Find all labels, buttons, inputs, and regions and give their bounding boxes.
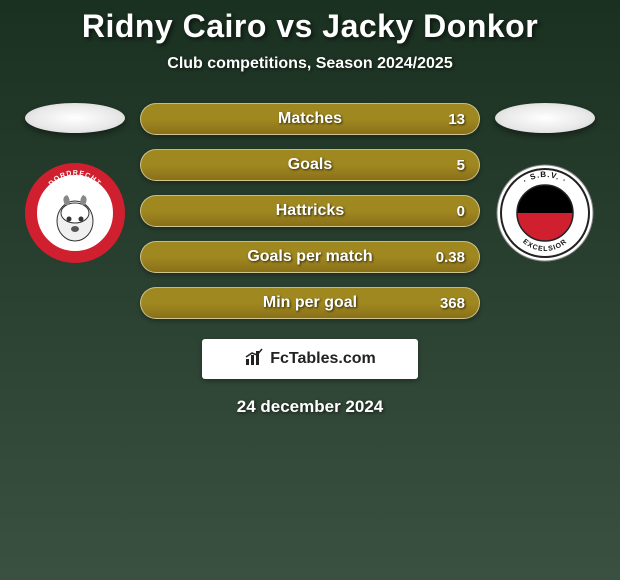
stat-label: Goals per match bbox=[247, 248, 372, 266]
stat-value: 0.38 bbox=[436, 249, 465, 266]
stat-label: Goals bbox=[288, 156, 332, 174]
stat-label: Min per goal bbox=[263, 294, 357, 312]
attribution-text: FcTables.com bbox=[270, 350, 376, 368]
attribution-badge: FcTables.com bbox=[202, 339, 418, 379]
comparison-content: DORDRECHT FC Matches 13 bbox=[0, 103, 620, 319]
stat-value: 368 bbox=[440, 295, 465, 312]
stat-bar-goals: Goals 5 bbox=[140, 149, 480, 181]
stat-label: Matches bbox=[278, 110, 342, 128]
right-side: · S.B.V. · EXCELSIOR bbox=[490, 103, 600, 263]
stat-bar-mpg: Min per goal 368 bbox=[140, 287, 480, 319]
stat-label: Hattricks bbox=[276, 202, 344, 220]
date-text: 24 december 2024 bbox=[0, 397, 620, 417]
page-title: Ridny Cairo vs Jacky Donkor bbox=[0, 8, 620, 45]
left-ellipse bbox=[25, 103, 125, 133]
stat-bar-gpm: Goals per match 0.38 bbox=[140, 241, 480, 273]
left-side: DORDRECHT FC bbox=[20, 103, 130, 263]
svg-text:FC: FC bbox=[71, 179, 80, 185]
stat-value: 0 bbox=[457, 203, 465, 220]
stat-bar-hattricks: Hattricks 0 bbox=[140, 195, 480, 227]
chart-icon bbox=[244, 347, 264, 372]
stat-bar-matches: Matches 13 bbox=[140, 103, 480, 135]
stat-bars: Matches 13 Goals 5 Hattricks 0 Goals per… bbox=[140, 103, 480, 319]
stat-value: 13 bbox=[448, 111, 465, 128]
stat-value: 5 bbox=[457, 157, 465, 174]
left-team-badge: DORDRECHT FC bbox=[25, 163, 125, 263]
subtitle: Club competitions, Season 2024/2025 bbox=[0, 55, 620, 73]
right-ellipse bbox=[495, 103, 595, 133]
right-team-badge: · S.B.V. · EXCELSIOR bbox=[495, 163, 595, 263]
